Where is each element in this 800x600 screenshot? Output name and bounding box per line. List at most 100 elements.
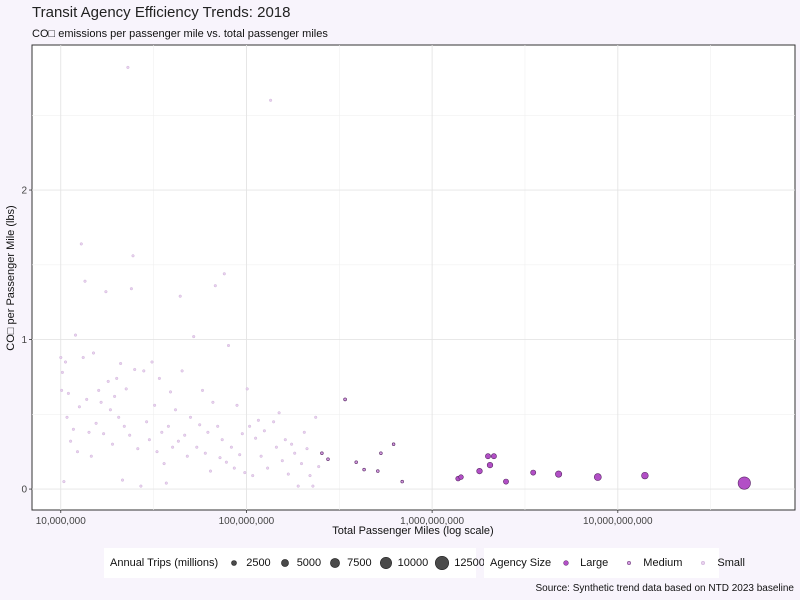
y-tick-label: 1 (21, 335, 27, 346)
data-point-small (256, 418, 260, 422)
data-point-small (108, 408, 112, 412)
data-point-small (99, 400, 103, 404)
chart-title: Transit Agency Efficiency Trends: 2018 (32, 4, 291, 21)
y-axis-title: CO□ per Passenger Mile (lbs) (5, 205, 17, 350)
data-point-small (102, 432, 106, 436)
data-point-large (486, 461, 494, 469)
data-point-small (238, 453, 242, 457)
size-legend-symbol (435, 556, 450, 570)
chart-subtitle: CO□ emissions per passenger mile vs. tot… (32, 28, 328, 40)
data-point-small (124, 387, 128, 391)
color-legend-item: Medium (622, 556, 690, 570)
data-point-small (218, 456, 222, 460)
data-point-small (300, 462, 304, 466)
data-point-small (240, 432, 244, 436)
data-point-small (142, 369, 146, 373)
data-point-small (311, 484, 315, 488)
data-point-small (139, 484, 143, 488)
scatter-chart: 10,000,000 100,000,000 1,000,000,000 10,000… (5, 44, 796, 537)
color-legend-symbol (701, 560, 706, 566)
data-point-small (153, 403, 157, 407)
data-point-medium (343, 397, 347, 402)
size-legend-label: 2500 (246, 557, 271, 569)
data-point-large (555, 470, 563, 478)
data-point-small (173, 408, 177, 412)
data-point-small (133, 368, 137, 372)
data-point-large (530, 469, 537, 476)
x-tick-label: 10,000,000,000 (583, 516, 653, 527)
data-point-small (83, 279, 87, 283)
color-legend-label: Small (717, 557, 745, 569)
size-legend-label: 10000 (397, 557, 429, 569)
data-point-small (226, 344, 230, 348)
data-point-medium (379, 451, 383, 455)
data-point-small (220, 438, 224, 442)
data-point-small (128, 433, 132, 437)
color-legend-item: Large (559, 556, 616, 570)
data-point-small (176, 439, 180, 443)
data-point-medium (320, 451, 324, 455)
data-point-small (71, 427, 75, 431)
data-point-small (203, 451, 207, 455)
data-point-small (272, 420, 276, 424)
y-tick-label: 2 (21, 186, 27, 197)
data-point-large (503, 478, 509, 485)
color-legend-label: Large (580, 557, 609, 569)
data-point-small (213, 284, 217, 288)
data-point-small (115, 376, 119, 380)
size-legend-title: Annual Trips (millions) (110, 557, 219, 569)
size-legend-item: 5000 (277, 555, 321, 571)
size-legend-symbol (280, 559, 289, 567)
data-point-small (192, 335, 196, 339)
data-point-small (308, 474, 312, 478)
data-point-small (60, 388, 64, 392)
data-point-small (222, 272, 226, 276)
data-point-small (274, 445, 278, 449)
data-point-small (266, 466, 270, 470)
data-point-small (305, 447, 309, 451)
data-point-small (248, 424, 252, 428)
x-tick-label: 100,000,000 (219, 516, 275, 527)
data-point-small (69, 439, 73, 443)
data-point-small (60, 370, 64, 374)
data-point-small (269, 98, 273, 102)
data-point-small (259, 454, 263, 458)
source-caption: Source: Synthetic trend data based on NT… (535, 583, 795, 594)
data-point-small (314, 415, 318, 419)
data-point-small (178, 294, 182, 298)
data-point-small (243, 471, 247, 475)
data-point-large (485, 453, 491, 460)
data-point-small (131, 254, 135, 258)
data-point-small (277, 411, 281, 415)
data-point-small (254, 436, 258, 440)
data-point-small (110, 442, 114, 446)
data-point-small (77, 405, 81, 409)
data-point-large (737, 476, 751, 490)
plot-panel (31, 44, 796, 511)
data-point-medium (354, 460, 358, 464)
size-legend-item: 10000 (378, 555, 429, 571)
data-point-small (59, 356, 63, 360)
data-point-medium (376, 469, 380, 473)
data-point-small (145, 420, 149, 424)
size-legend-symbol (330, 558, 341, 568)
size-legend-symbol (379, 557, 392, 569)
color-legend-symbol (563, 560, 569, 566)
data-point-small (81, 356, 85, 360)
data-point-small (164, 481, 168, 485)
color-legend-label: Medium (643, 557, 683, 569)
data-point-small (293, 451, 297, 455)
data-point-small (66, 391, 70, 395)
data-point-small (185, 454, 189, 458)
x-tick-label: 10,000,000 (36, 516, 86, 527)
data-point-medium (362, 467, 366, 472)
data-point-small (85, 397, 89, 401)
data-point-small (286, 472, 290, 476)
data-point-small (120, 478, 124, 482)
grid-lines (32, 45, 795, 510)
size-legend-label: 7500 (347, 557, 372, 569)
data-point-small (97, 388, 101, 392)
data-point-small (183, 433, 187, 437)
data-point-small (195, 445, 199, 449)
data-point-small (122, 424, 126, 428)
